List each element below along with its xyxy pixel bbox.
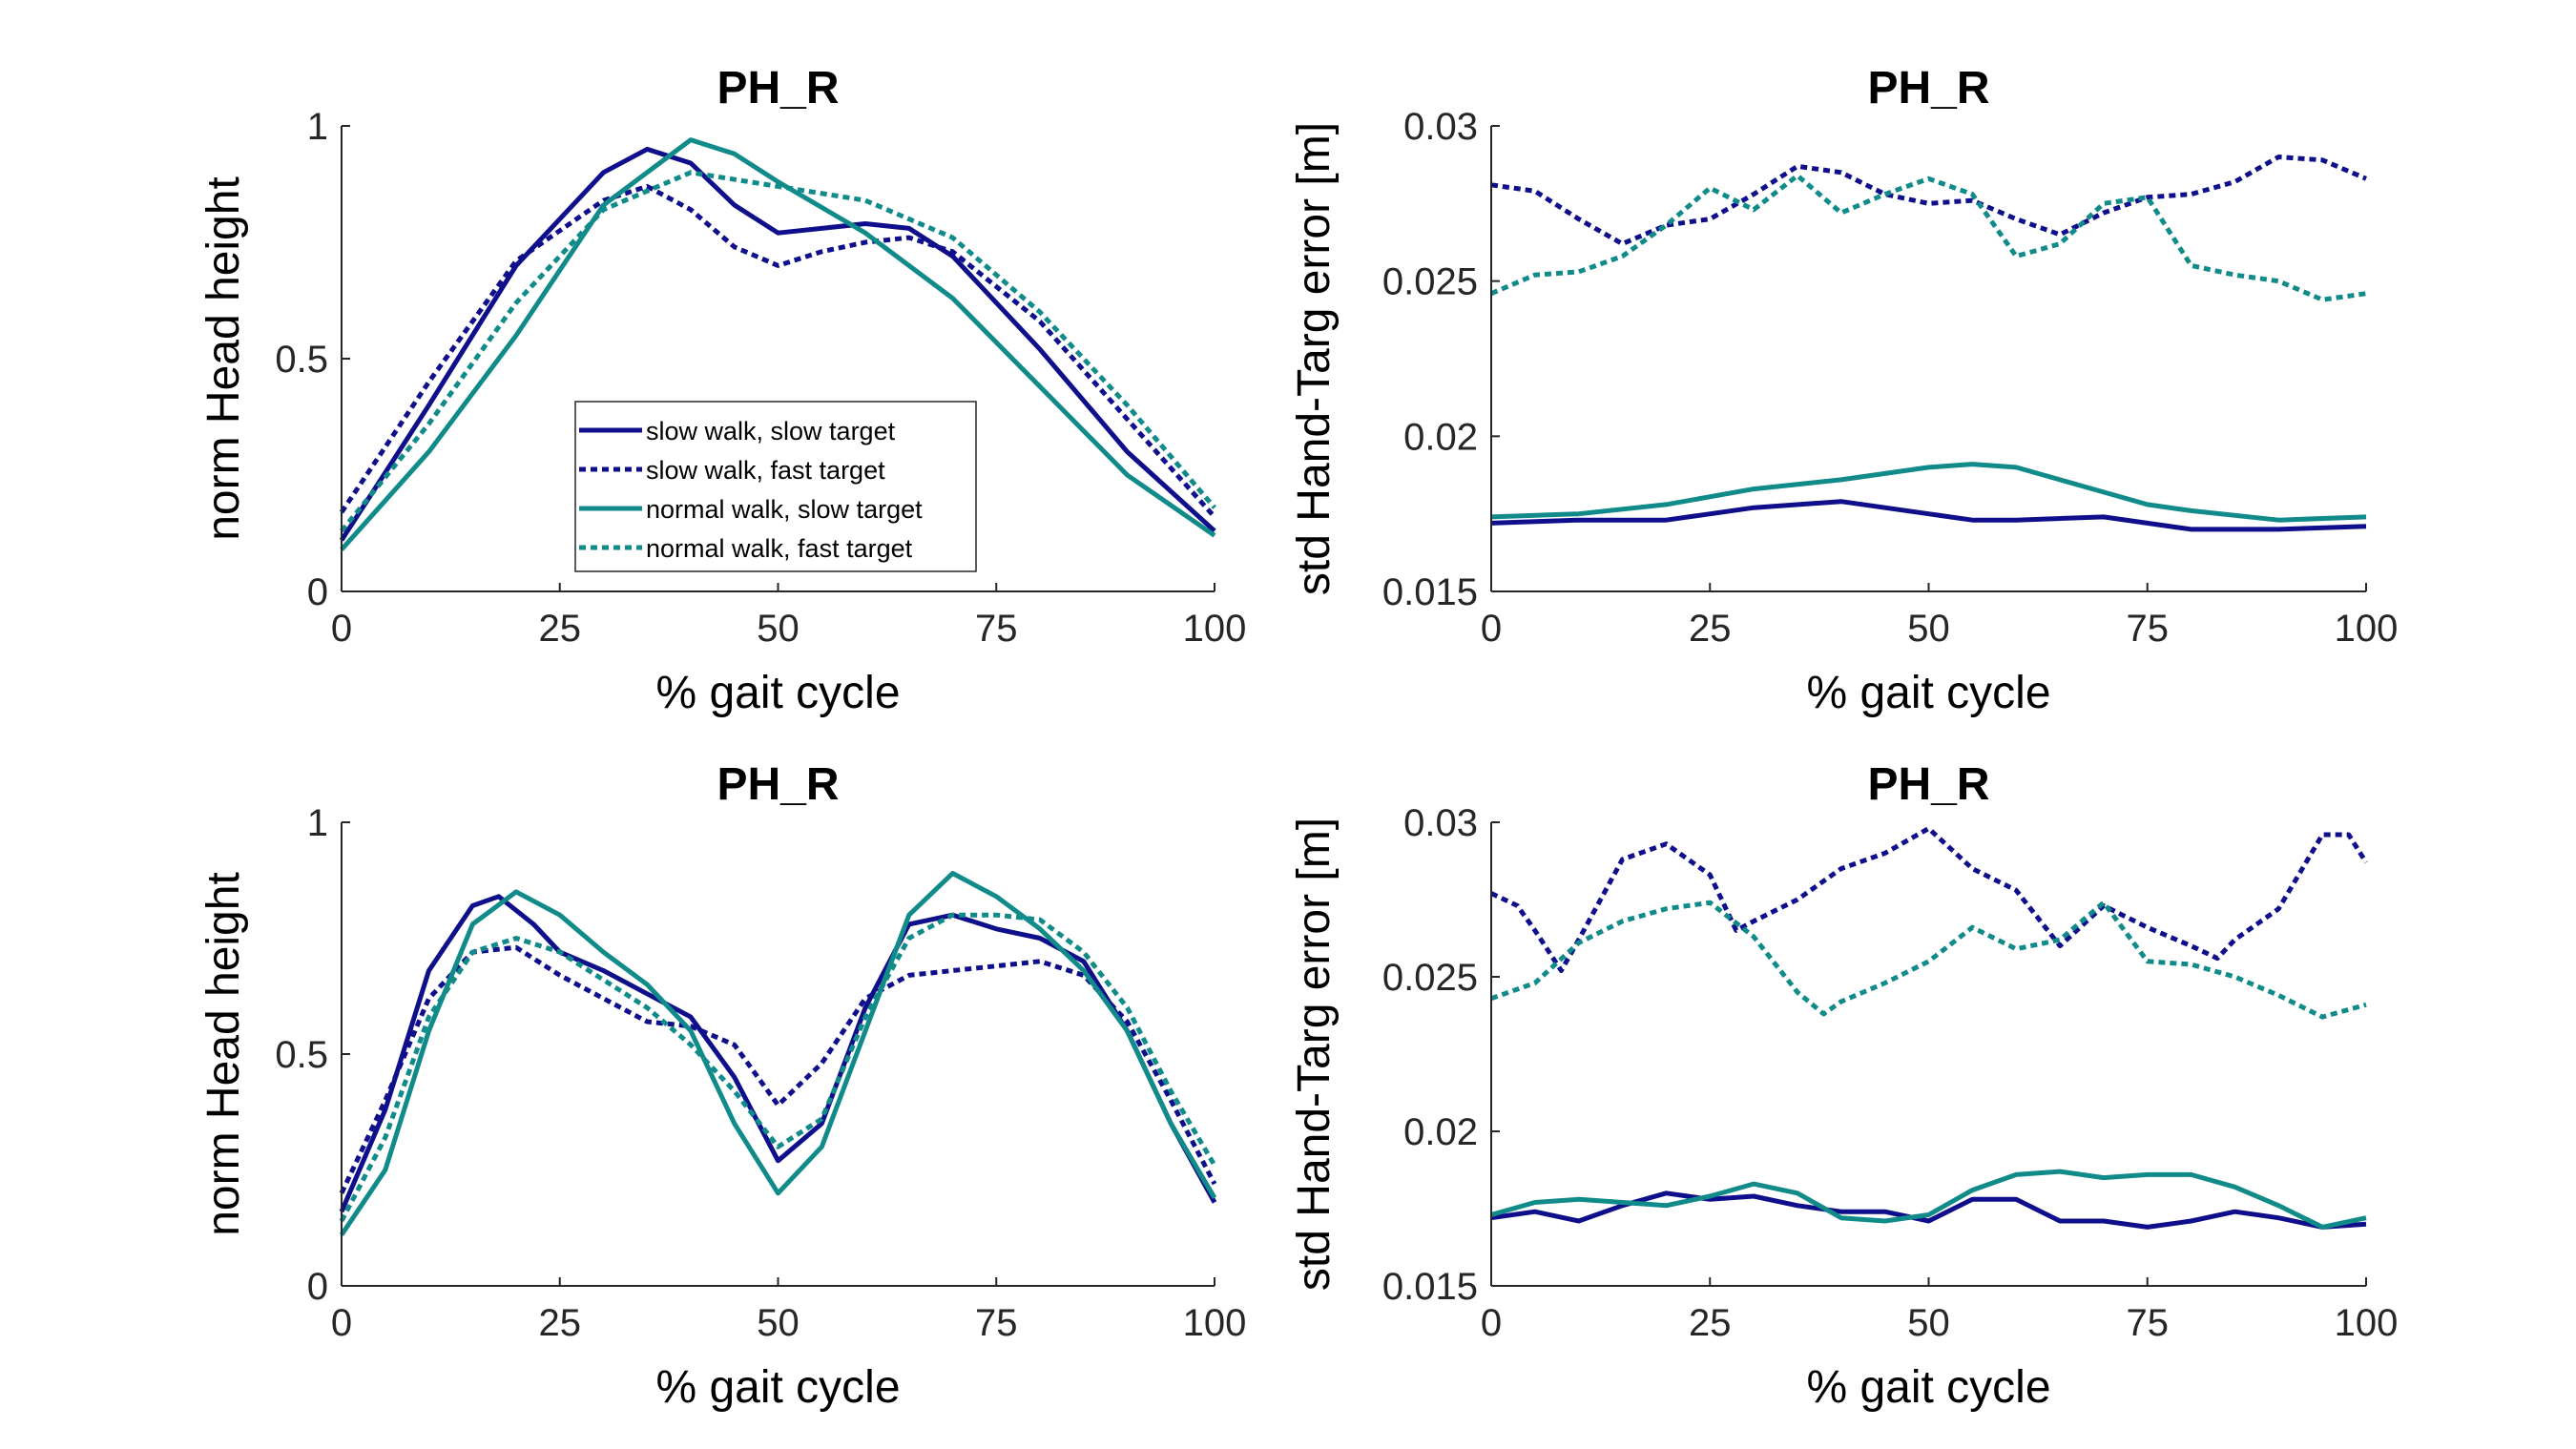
panel-bottom-left: 0 25 50 75 100 0 0.5 1 PH_R % gait cycle norm Head… <box>198 759 1246 1413</box>
panel-top-left: 0 25 50 75 100 0 0.5 1 PH_R % gait cycle norm Head… <box>198 63 1246 718</box>
y-tick-label: 0 <box>307 571 328 613</box>
std-normal-walk-fast-target-line <box>1490 1169 2367 1230</box>
y-tick-label: 1 <box>307 802 328 844</box>
chart-title: PH_R <box>717 759 839 810</box>
normal-walk-fast-target-line <box>339 912 1217 1223</box>
x-axis-label: % gait cycle <box>655 668 900 718</box>
y-axis-label: std Hand-Targ error [m] <box>1289 818 1340 1291</box>
slow-walk-slow-target-line <box>339 894 1217 1213</box>
legend: slow walk, slow target slow walk, fast ta… <box>574 401 977 572</box>
x-tick-label: 25 <box>1689 1302 1732 1344</box>
y-tick-label: 0.025 <box>1382 957 1478 999</box>
y-tick-label: 0.5 <box>275 339 328 381</box>
legend-label: slow walk, slow target <box>646 417 896 445</box>
legend-label: normal walk, fast target <box>646 534 913 563</box>
x-tick-label: 100 <box>2335 1302 2399 1344</box>
x-tick-label: 75 <box>2127 1302 2170 1344</box>
panel-top-right: 0 25 50 75 100 0.015 0.02 0.025 0.03 PH_R % gait c… <box>1289 63 2398 718</box>
panel-bottom-right: 0 25 50 75 100 0.015 0.02 0.025 0.03 PH_R % gait c… <box>1289 759 2398 1413</box>
x-tick-label: 50 <box>1907 1302 1950 1344</box>
std-slow-walk-slow-target-line <box>1490 155 2367 247</box>
x-tick-label: 0 <box>1481 1302 1502 1344</box>
normal-walk-fast-target-line <box>340 170 1216 533</box>
chart-title: PH_R <box>717 63 839 114</box>
x-tick-label: 25 <box>1689 608 1732 650</box>
x-tick-label: 50 <box>757 1302 800 1344</box>
normal-walk-slow-target-line <box>339 871 1217 1236</box>
y-tick-label: 0.02 <box>1403 1111 1478 1153</box>
x-tick-label: 0 <box>331 1302 352 1344</box>
y-tick-label: 0.015 <box>1382 1266 1478 1308</box>
x-tick-label: 100 <box>1183 1302 1247 1344</box>
x-tick-label: 50 <box>1907 608 1950 650</box>
x-axis-label: % gait cycle <box>1806 1362 2050 1413</box>
y-tick-label: 0.015 <box>1382 571 1478 613</box>
chart-title: PH_R <box>1867 63 1989 114</box>
y-tick-label: 1 <box>307 106 328 148</box>
x-tick-label: 100 <box>2335 608 2399 650</box>
x-tick-label: 100 <box>1183 608 1247 650</box>
y-tick-label: 0.02 <box>1403 416 1478 458</box>
x-axis-label: % gait cycle <box>655 1362 900 1413</box>
x-tick-label: 25 <box>539 608 582 650</box>
normal-walk-slow-target-line <box>340 137 1216 551</box>
y-tick-label: 0.03 <box>1403 106 1478 148</box>
y-axis-label: norm Head height <box>198 176 249 541</box>
std-slow-walk-fast-target-line <box>1490 900 2367 1020</box>
legend-label: normal walk, slow target <box>646 495 923 524</box>
x-tick-label: 0 <box>331 608 352 650</box>
legend-label: slow walk, fast target <box>646 456 885 485</box>
std-normal-walk-fast-target-line <box>1490 462 2367 523</box>
std-slow-walk-slow-target-line <box>1489 826 2369 973</box>
x-tick-label: 0 <box>1481 608 1502 650</box>
x-axis-label: % gait cycle <box>1806 668 2050 718</box>
y-tick-label: 0.5 <box>275 1034 328 1076</box>
y-axis-label: std Hand-Targ error [m] <box>1289 122 1340 595</box>
slow-walk-fast-target-line <box>339 183 1216 519</box>
x-tick-label: 50 <box>757 608 800 650</box>
chart-title: PH_R <box>1867 759 1989 810</box>
y-axis-label: norm Head height <box>198 872 249 1236</box>
y-tick-label: 0.03 <box>1403 802 1478 844</box>
x-tick-label: 75 <box>2127 608 2170 650</box>
x-tick-label: 25 <box>539 1302 582 1344</box>
std-normal-walk-slow-target-line <box>1490 1190 2367 1230</box>
slow-walk-slow-target-line <box>339 146 1216 542</box>
x-tick-label: 75 <box>975 1302 1018 1344</box>
y-tick-label: 0.025 <box>1382 261 1478 303</box>
std-normal-walk-slow-target-line <box>1490 499 2367 532</box>
y-tick-label: 0 <box>307 1266 328 1308</box>
slow-walk-fast-target-line <box>339 944 1217 1194</box>
x-tick-label: 75 <box>975 608 1018 650</box>
std-slow-walk-fast-target-line <box>1490 173 2367 302</box>
